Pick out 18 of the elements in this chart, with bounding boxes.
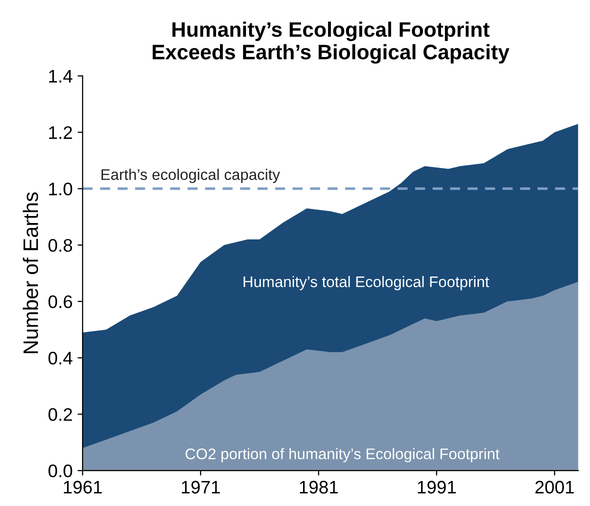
y-axis-title: Number of Earths <box>22 192 38 354</box>
series-label: Humanity’s total Ecological Footprint <box>244 276 490 290</box>
x-tick-label: 2001 <box>535 480 574 494</box>
y-tick-label: 1.4 <box>49 70 72 82</box>
y-tick-label: 0.0 <box>48 464 72 478</box>
ref-line-label: Earth’s ecological capacity <box>102 168 280 184</box>
y-tick-label: 0.6 <box>48 295 72 308</box>
chart-title: Humanity’s Ecological Footprint Exceeds Earth’s Biological Capacity <box>152 22 510 64</box>
x-tick-label: 1991 <box>418 480 456 494</box>
series-label: CO2 portion of humanity’s Ecological Footprint <box>186 448 500 462</box>
y-tick-label: 0.2 <box>48 408 72 421</box>
y-tick-label: 0.8 <box>48 238 72 252</box>
y-tick-label: 0.4 <box>48 352 72 365</box>
y-tick-label: 1.0 <box>49 182 72 196</box>
x-tick-label: 1981 <box>300 480 338 494</box>
x-tick-label: 1971 <box>182 480 220 494</box>
y-tick-label: 1.2 <box>49 126 72 139</box>
x-tick-label: 1961 <box>64 480 102 494</box>
